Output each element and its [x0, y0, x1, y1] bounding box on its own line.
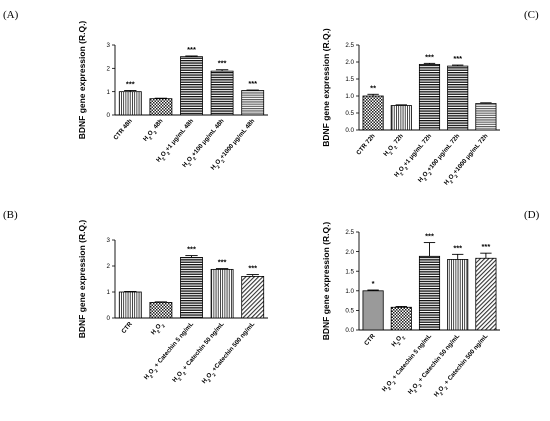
category-label: H2O2 + Catechin 500 ng/mL [433, 333, 491, 400]
y-axis-title: BDNF gene expression (R.Q.) [77, 21, 87, 140]
bar [149, 301, 173, 319]
category-label: H2O2 + Catechin 5 ng/mL [381, 333, 435, 395]
bar [241, 90, 265, 116]
bar [210, 70, 234, 116]
significance-label: ** [370, 83, 376, 92]
bar [475, 257, 497, 331]
bar [447, 65, 469, 131]
chart-panel-c: BDNF gene expression (R.Q.) 0.0 0.5 1.0 1.5 2… [321, 28, 500, 187]
bar [362, 95, 384, 131]
chart-panel-b: BDNF gene expression (R.Q.) 0 1 2 3 CTR H2O2 **… [77, 220, 268, 386]
significance-label: *** [453, 54, 462, 63]
category-label: CTR [120, 320, 134, 335]
y-axis-title: BDNF gene expression (R.Q.) [77, 220, 87, 339]
significance-label: *** [425, 232, 434, 241]
panel-label-d: (D) [524, 209, 540, 221]
category-label: CTR [363, 332, 377, 347]
category-label: H2O2 [390, 332, 406, 349]
significance-label: *** [187, 45, 196, 54]
category-label: H2O2 72h [382, 133, 406, 159]
bar [149, 98, 173, 116]
y-tick-label: 2 [107, 263, 111, 270]
category-label: CTR 48h [112, 118, 134, 142]
category-label: H2O2 48h [142, 118, 166, 144]
y-tick-label: 2.0 [345, 249, 354, 256]
significance-label: *** [482, 242, 491, 251]
y-tick-label: 1.0 [345, 288, 354, 295]
bar [362, 290, 384, 331]
bar [180, 56, 203, 116]
significance-label: *** [453, 243, 462, 252]
y-axis-title: BDNF gene expression (R.Q.) [321, 28, 331, 147]
bar [118, 91, 142, 116]
y-axis-title: BDNF gene expression (R.Q.) [321, 222, 331, 341]
bar [241, 275, 265, 319]
y-tick-label: 1.5 [345, 268, 354, 275]
category-label: H2O2 + Catechin 50 ng/mL [171, 321, 227, 385]
category-label: H2O2 + Catechin 50 ng/mL [407, 333, 463, 397]
bar [475, 103, 497, 131]
y-tick-label: 0 [107, 315, 111, 322]
y-tick-label: 0.5 [345, 110, 354, 117]
chart-panel-a: BDNF gene expression (R.Q.) 0 1 2 3 *** CTR 48… [77, 21, 268, 172]
category-label: CTR 72h [355, 133, 377, 157]
y-tick-label: 1.5 [345, 76, 354, 83]
bar [118, 291, 142, 319]
panel-label-a: (A) [3, 9, 19, 21]
category-label: H2O2 [150, 320, 166, 337]
panel-label-c: (C) [524, 9, 539, 21]
bar [390, 105, 412, 131]
y-tick-label: 1 [107, 289, 111, 296]
significance-label: *** [248, 79, 257, 88]
panel-label-b: (B) [3, 209, 18, 221]
y-tick-label: 0.5 [345, 308, 354, 315]
y-tick-label: 3 [107, 237, 111, 244]
y-tick-label: 1.0 [345, 93, 354, 100]
y-tick-label: 3 [107, 42, 111, 49]
significance-label: *** [425, 52, 434, 61]
category-label: H2O2 +Catechin 500 ng/mL [201, 321, 258, 386]
bar [210, 268, 234, 319]
significance-label: *** [248, 264, 257, 273]
bar [390, 306, 412, 331]
y-tick-label: 0 [107, 112, 111, 119]
significance-label: *** [218, 258, 227, 267]
y-tick-label: 2.5 [345, 42, 354, 49]
y-tick-label: 0.0 [345, 327, 354, 334]
significance-label: * [372, 279, 375, 288]
bar [418, 63, 441, 131]
significance-label: *** [187, 245, 196, 254]
bar [447, 259, 469, 331]
y-tick-label: 2.0 [345, 59, 354, 66]
y-tick-label: 2 [107, 66, 111, 73]
significance-label: *** [218, 59, 227, 68]
significance-label: *** [126, 80, 135, 89]
bar [180, 257, 203, 319]
bar [418, 255, 441, 331]
y-tick-label: 1 [107, 89, 111, 96]
y-tick-label: 2.5 [345, 229, 354, 236]
y-tick-label: 0.0 [345, 127, 354, 134]
chart-panel-d: BDNF gene expression (R.Q.) 0.0 0.5 1.0 1.5 2… [321, 222, 500, 400]
